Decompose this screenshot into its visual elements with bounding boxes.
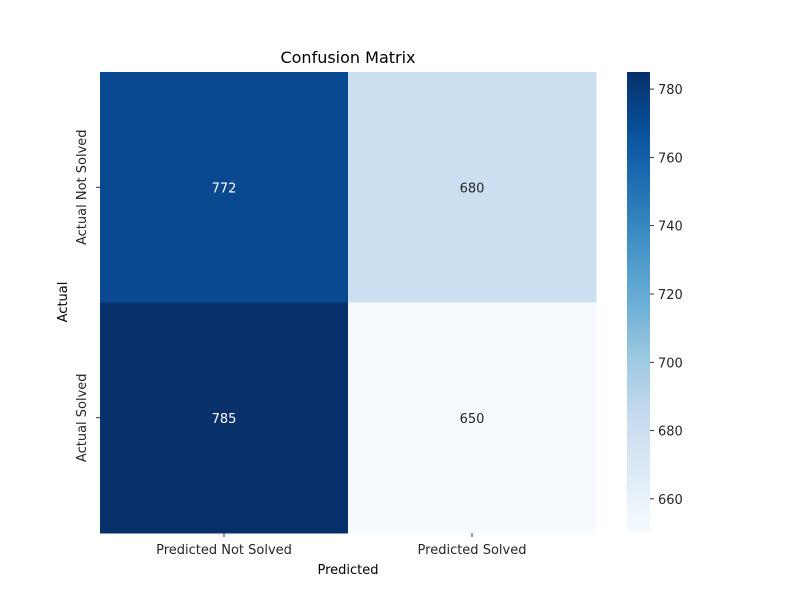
- colorbar: [627, 72, 650, 533]
- y-tick-label-1: Actual Solved: [75, 373, 90, 462]
- y-axis-ticks: Actual Not Solved Actual Solved: [75, 129, 100, 462]
- colorbar-tick-label-5: 760: [658, 151, 683, 166]
- colorbar-tick-label-1: 680: [658, 425, 683, 440]
- colorbar-ticks: 660 680 700 720 740 760 780: [650, 83, 683, 508]
- heatmap-cells: [100, 72, 597, 534]
- colorbar-tick-label-3: 720: [658, 288, 683, 303]
- cell-value-r0-c0: 772: [212, 181, 237, 196]
- x-axis-label: Predicted: [317, 563, 378, 578]
- x-tick-label-1: Predicted Solved: [418, 543, 527, 558]
- cell-value-r1-c1: 650: [460, 412, 485, 427]
- cell-value-r1-c0: 785: [212, 412, 237, 427]
- heatmap-cell-r1-c0: [100, 302, 349, 534]
- heatmap-cell-r0-c1: [348, 72, 597, 303]
- heatmap-cell-r1-c1: [348, 302, 597, 534]
- colorbar-tick-label-6: 780: [658, 83, 683, 98]
- y-tick-label-0: Actual Not Solved: [75, 129, 90, 245]
- chart-title: Confusion Matrix: [280, 48, 415, 67]
- cell-value-r0-c1: 680: [460, 181, 485, 196]
- heatmap-cell-r0-c0: [100, 72, 349, 303]
- colorbar-tick-label-4: 740: [658, 220, 683, 235]
- x-axis-ticks: Predicted Not Solved Predicted Solved: [156, 533, 526, 558]
- x-tick-label-0: Predicted Not Solved: [156, 543, 292, 558]
- colorbar-tick-label-0: 660: [658, 493, 683, 508]
- colorbar-tick-label-2: 700: [658, 356, 683, 371]
- heatmap-cell-labels: 772 680 785 650: [212, 181, 485, 427]
- y-axis-label: Actual: [56, 282, 71, 323]
